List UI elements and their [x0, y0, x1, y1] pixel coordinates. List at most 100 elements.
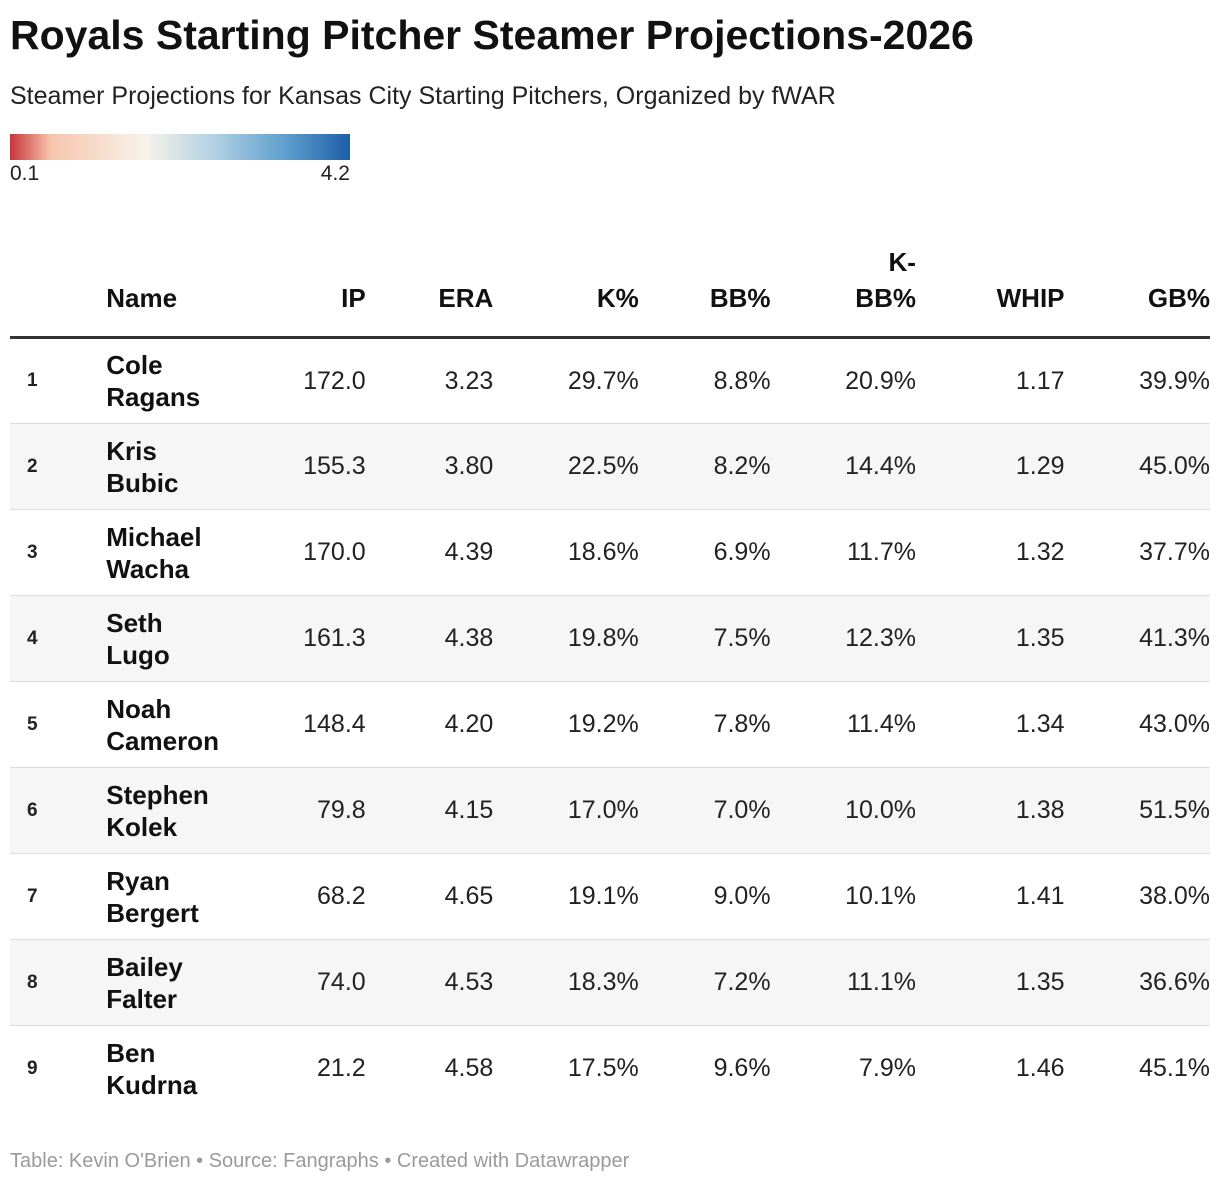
- cell-gb-pct: 36.6%: [1064, 939, 1210, 1026]
- cell-first-name: Michael: [106, 521, 202, 552]
- header-k-bb-pct[interactable]: K- BB%: [770, 244, 916, 339]
- cell-ip: 21.2: [317, 1054, 366, 1083]
- cell-k-pct: 19.8%: [493, 595, 639, 682]
- table-row: 3 Michael Wacha 170.0 4.39 18.6% 6.9% 11.…: [10, 509, 1210, 596]
- cell-name: Seth Lugo: [106, 595, 264, 682]
- cell-bb-pct: 7.2%: [638, 939, 771, 1026]
- cell-ip: 155.3: [263, 423, 366, 510]
- cell-gb-pct: 38.0%: [1064, 853, 1210, 940]
- cell-gb-pct: 39.9%: [1064, 337, 1210, 424]
- table-row: 5 Noah Cameron 148.4 4.20 19.2% 7.8% 11.4…: [10, 681, 1210, 768]
- cell-rank: 6: [10, 767, 107, 854]
- cell-last-name: Falter: [106, 983, 178, 1014]
- table-row: 4 Seth Lugo 161.3 4.38 19.8% 7.5% 12.3% 1…: [10, 595, 1210, 682]
- cell-name: Kris Bubic: [106, 423, 264, 510]
- cell-name: Bailey Falter: [106, 939, 264, 1026]
- cell-gb-pct: 51.5%: [1064, 767, 1210, 854]
- table-row: 1 Cole Ragans 172.0 3.23 29.7% 8.8% 20.9%…: [10, 337, 1210, 424]
- cell-whip: 1.17: [915, 337, 1065, 424]
- cell-rank: 5: [10, 681, 107, 768]
- header-k-bb-pct-line1: K-: [888, 247, 916, 277]
- cell-first-name: Seth: [106, 607, 163, 638]
- cell-era: 3.80: [365, 423, 494, 510]
- header-ip[interactable]: IP: [263, 244, 366, 339]
- header-name[interactable]: Name: [106, 244, 264, 339]
- cell-ip: 148.4: [263, 681, 366, 768]
- cell-k-pct: 22.5%: [493, 423, 639, 510]
- cell-last-name: Kolek: [106, 811, 178, 842]
- header-rank: [10, 244, 107, 339]
- cell-whip: 1.46: [1015, 1054, 1065, 1083]
- cell-k-bb-pct: 20.9%: [770, 337, 916, 424]
- header-gb-pct[interactable]: GB%: [1064, 244, 1210, 339]
- cell-era: 4.15: [365, 767, 494, 854]
- cell-first-name: Ben: [106, 1037, 156, 1068]
- cell-name: Stephen Kolek: [106, 767, 264, 854]
- cell-ip: 161.3: [263, 595, 366, 682]
- chart-subtitle: Steamer Projections for Kansas City Star…: [10, 82, 836, 110]
- header-era[interactable]: ERA: [365, 244, 494, 339]
- cell-first-name: Ryan: [106, 865, 170, 896]
- cell-gb-pct: 41.3%: [1064, 595, 1210, 682]
- legend-labels: 0.1 4.2: [10, 162, 350, 186]
- cell-era: 4.20: [365, 681, 494, 768]
- cell-rank: 7: [10, 853, 107, 940]
- cell-whip: 1.29: [915, 423, 1065, 510]
- cell-bb-pct: 8.2%: [638, 423, 771, 510]
- cell-rank: 3: [10, 509, 107, 596]
- cell-name: Ryan Bergert: [106, 853, 264, 940]
- header-k-bb-pct-line2: BB%: [855, 283, 916, 313]
- cell-era: 4.38: [365, 595, 494, 682]
- cell-first-name: Stephen: [106, 779, 209, 810]
- cell-name: Noah Cameron: [106, 681, 264, 768]
- cell-whip: 1.32: [915, 509, 1065, 596]
- cell-rank: 9: [27, 1057, 38, 1079]
- cell-whip: 1.34: [915, 681, 1065, 768]
- cell-bb-pct: 7.5%: [638, 595, 771, 682]
- cell-ip: 172.0: [263, 337, 366, 424]
- cell-era: 4.39: [365, 509, 494, 596]
- header-k-pct[interactable]: K%: [493, 244, 639, 339]
- legend-max-label: 4.2: [320, 162, 350, 185]
- cell-last-name: Lugo: [106, 639, 170, 670]
- cell-last-name: Cameron: [106, 725, 219, 756]
- cell-k-bb-pct: 10.0%: [770, 767, 916, 854]
- table-row: 6 Stephen Kolek 79.8 4.15 17.0% 7.0% 10.0…: [10, 767, 1210, 854]
- cell-era: 4.58: [444, 1054, 494, 1083]
- cell-bb-pct: 9.0%: [638, 853, 771, 940]
- cell-whip: 1.35: [915, 939, 1065, 1026]
- cell-rank: 2: [10, 423, 107, 510]
- header-bb-pct[interactable]: BB%: [638, 244, 771, 339]
- legend-min-label: 0.1: [10, 162, 40, 185]
- cell-k-pct: 17.5%: [567, 1054, 639, 1083]
- cell-era: 4.65: [365, 853, 494, 940]
- cell-bb-pct: 8.8%: [638, 337, 771, 424]
- cell-rank: 8: [10, 939, 107, 1026]
- cell-bb-pct: 7.8%: [638, 681, 771, 768]
- header-whip[interactable]: WHIP: [915, 244, 1065, 339]
- cell-k-bb-pct: 11.1%: [770, 939, 916, 1026]
- cell-k-pct: 18.3%: [493, 939, 639, 1026]
- table-row: 9 Ben Kudrna 21.2 4.58 17.5% 9.6% 7.9% 1.…: [10, 1026, 1210, 1112]
- cell-k-bb-pct: 7.9%: [858, 1054, 916, 1083]
- cell-gb-pct: 45.0%: [1064, 423, 1210, 510]
- cell-whip: 1.35: [915, 595, 1065, 682]
- cell-rank: 1: [10, 337, 107, 424]
- cell-last-name: Bubic: [106, 467, 179, 498]
- cell-k-bb-pct: 11.4%: [770, 681, 916, 768]
- cell-name: Cole Ragans: [106, 337, 264, 424]
- cell-gb-pct: 43.0%: [1064, 681, 1210, 768]
- cell-ip: 74.0: [263, 939, 366, 1026]
- cell-last-name: Kudrna: [106, 1069, 198, 1100]
- projections-table: Name IP ERA K% BB% K- BB% WHIP GB% 1 Cole…: [10, 244, 1210, 1112]
- cell-k-pct: 19.2%: [493, 681, 639, 768]
- legend-gradient-bar: [10, 134, 350, 160]
- cell-last-name: Ragans: [106, 382, 201, 412]
- table-row: 7 Ryan Bergert 68.2 4.65 19.1% 9.0% 10.1%…: [10, 853, 1210, 940]
- cell-gb-pct: 45.1%: [1139, 1054, 1210, 1083]
- cell-k-pct: 29.7%: [493, 337, 639, 424]
- cell-name: Michael Wacha: [106, 509, 264, 596]
- cell-gb-pct: 37.7%: [1064, 509, 1210, 596]
- cell-last-name: Bergert: [106, 897, 199, 928]
- cell-ip: 79.8: [263, 767, 366, 854]
